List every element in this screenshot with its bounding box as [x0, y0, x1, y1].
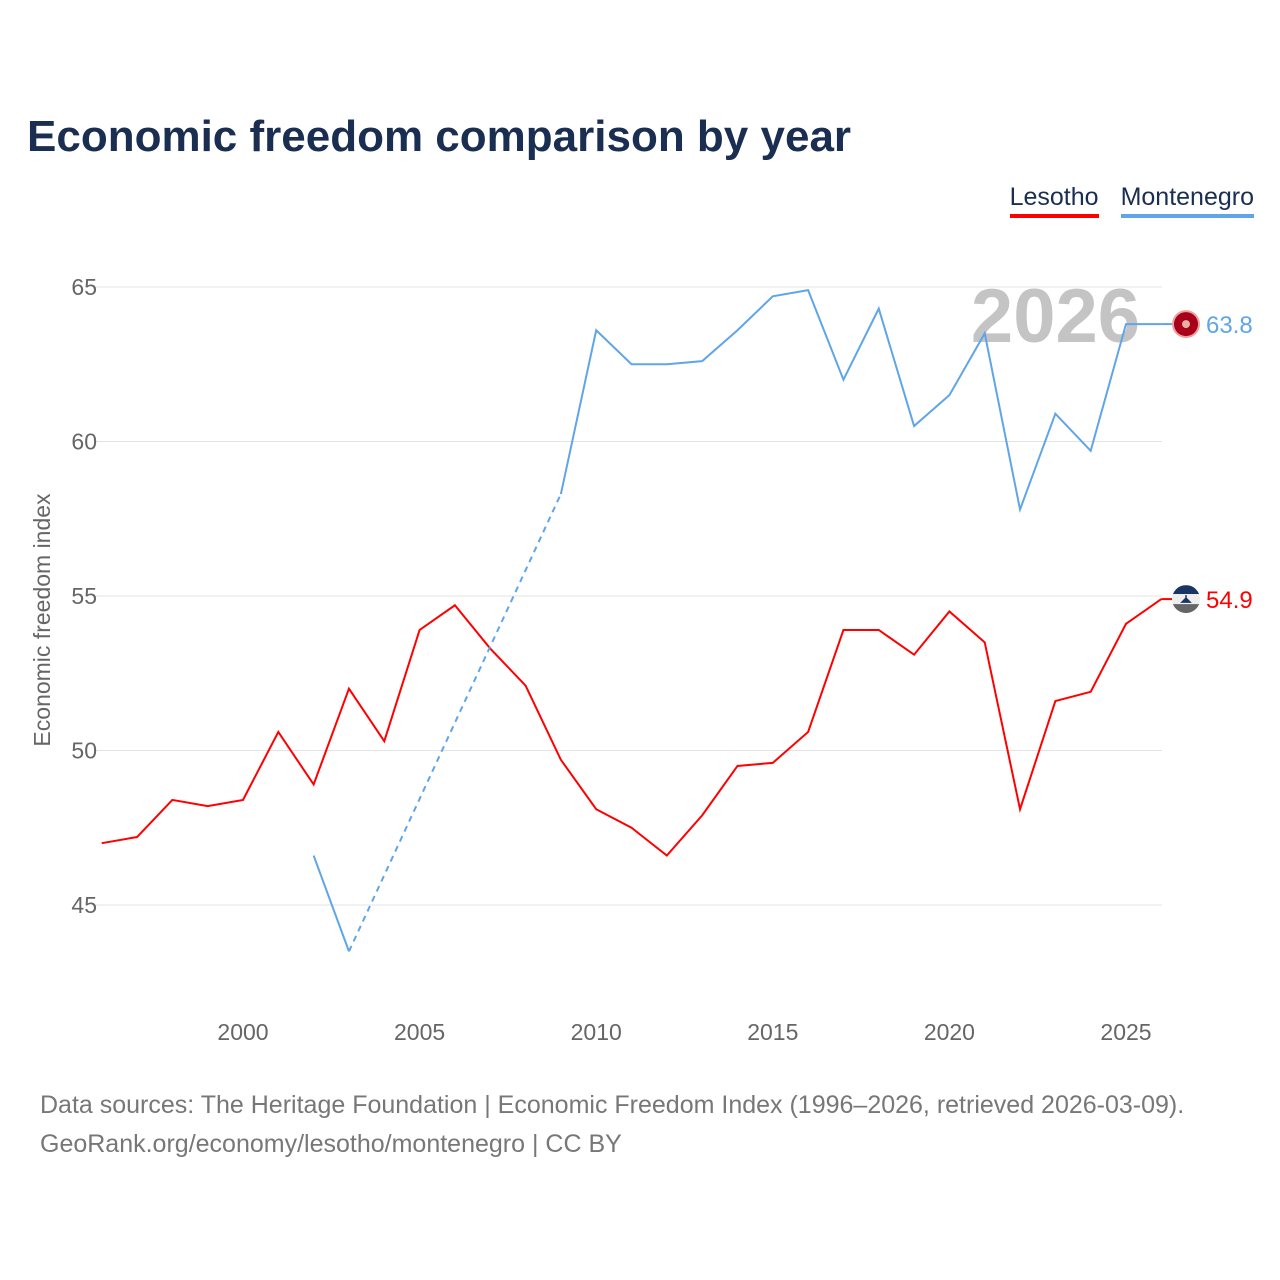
source-link[interactable]: GeoRank.org/economy/lesotho/montenegro |… [40, 1130, 622, 1158]
series-line-lesotho [101, 598, 1162, 857]
footer: Data sources: The Heritage Foundation | … [40, 1086, 1184, 1164]
y-tick-label: 55 [71, 583, 97, 609]
legend-item-montenegro[interactable]: Montenegro [1120, 183, 1254, 218]
flag-stripe [1172, 604, 1200, 614]
series-line-montenegro [559, 288, 1162, 514]
lesotho-flag-icon [1172, 585, 1200, 614]
x-tick-label: 2015 [747, 1019, 798, 1045]
coat-of-arms [1182, 320, 1190, 329]
y-axis-label: Economic freedom index [29, 493, 55, 747]
year-watermark: 2026 [971, 274, 1140, 359]
series-gap-montenegro [348, 493, 562, 952]
end-value-label: 54.9 [1206, 587, 1253, 614]
legend: Lesotho Montenegro [1009, 183, 1254, 218]
x-tick-label: 2020 [924, 1019, 975, 1045]
legend-item-lesotho[interactable]: Lesotho [1009, 183, 1099, 218]
y-tick-label: 50 [71, 738, 97, 764]
data-source-text: Data sources: The Heritage Foundation | … [40, 1091, 1185, 1119]
y-tick-label: 45 [71, 892, 97, 918]
y-tick-label: 60 [71, 429, 97, 455]
x-tick-label: 2025 [1100, 1019, 1151, 1045]
end-value-label: 63.8 [1206, 312, 1253, 339]
y-tick-label: 65 [71, 274, 97, 300]
mokorotlo-emblem [1180, 595, 1192, 603]
x-tick-label: 2000 [217, 1019, 268, 1045]
series-line-montenegro [312, 855, 350, 952]
x-tick-label: 2005 [394, 1019, 445, 1045]
flag-stripe [1172, 585, 1200, 595]
montenegro-flag-icon [1172, 310, 1200, 339]
x-tick-label: 2010 [571, 1019, 622, 1045]
chart-title: Economic freedom comparison by year [27, 112, 852, 161]
